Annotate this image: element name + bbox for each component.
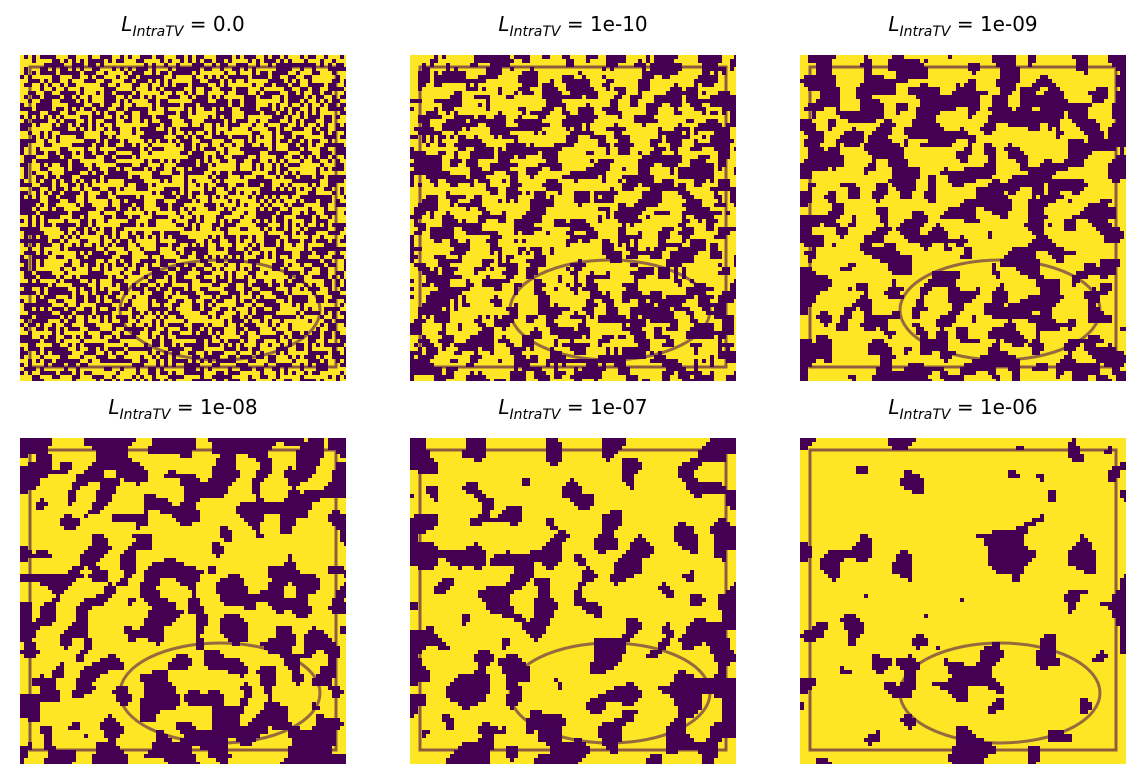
panel-title: LIntraTV = 0.0 — [121, 12, 245, 40]
loss-subscript: IntraTV — [119, 407, 171, 423]
loss-subscript: IntraTV — [509, 24, 561, 40]
binary-mask-image — [800, 438, 1126, 764]
loss-weight-value: 1e-08 — [199, 395, 258, 419]
panel-title: LIntraTV = 1e-10 — [498, 12, 648, 40]
binary-mask-image — [20, 55, 346, 381]
loss-subscript: IntraTV — [509, 407, 561, 423]
loss-subscript: IntraTV — [899, 24, 951, 40]
panel-title: LIntraTV = 1e-09 — [888, 12, 1038, 40]
loss-weight-value: 1e-07 — [589, 395, 648, 419]
loss-symbol: L — [121, 12, 133, 36]
binary-mask-image — [410, 55, 736, 381]
loss-symbol: L — [498, 12, 510, 36]
binary-mask-image — [410, 438, 736, 764]
loss-symbol: L — [108, 395, 120, 419]
panel-title: LIntraTV = 1e-07 — [498, 395, 648, 423]
binary-mask-image — [800, 55, 1126, 381]
panel-title: LIntraTV = 1e-08 — [108, 395, 258, 423]
loss-symbol: L — [498, 395, 510, 419]
loss-weight-value: 1e-09 — [979, 12, 1038, 36]
loss-weight-value: 1e-06 — [979, 395, 1038, 419]
loss-subscript: IntraTV — [132, 24, 184, 40]
loss-symbol: L — [888, 395, 900, 419]
loss-weight-value: 1e-10 — [589, 12, 648, 36]
binary-mask-image — [20, 438, 346, 764]
loss-subscript: IntraTV — [899, 407, 951, 423]
loss-weight-value: 0.0 — [212, 12, 245, 36]
panel-title: LIntraTV = 1e-06 — [888, 395, 1038, 423]
loss-symbol: L — [888, 12, 900, 36]
